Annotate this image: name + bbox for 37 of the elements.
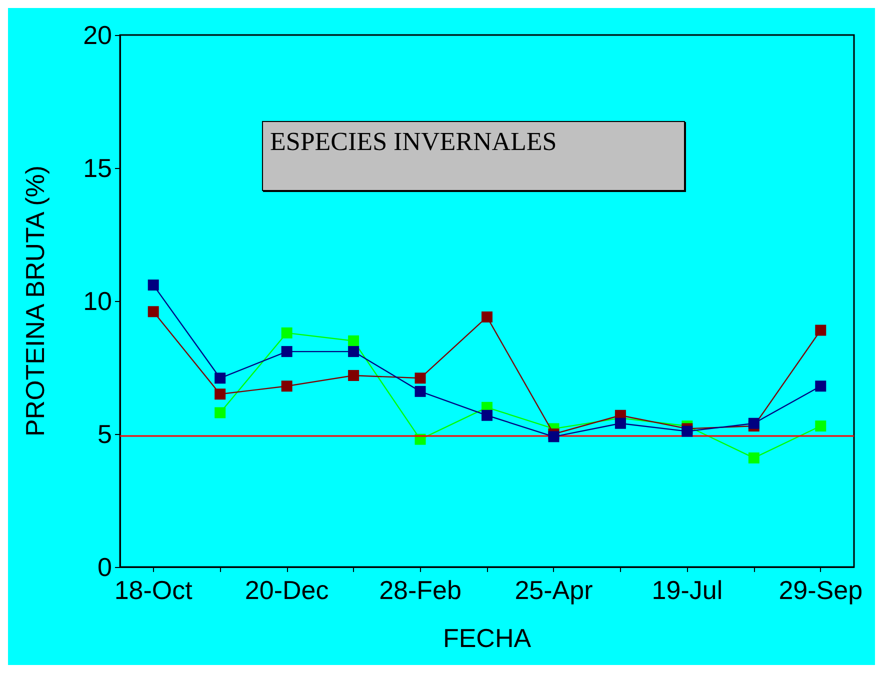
x-tick-label: 25-Apr [514,575,594,605]
point [348,335,360,346]
x-axis-title: FECHA [442,623,532,653]
x-tick-label: 20-Dec [244,575,329,605]
y-tick-label: 15 [83,153,112,183]
point [748,418,760,429]
point [281,327,292,338]
point [815,380,826,392]
point [148,306,159,318]
point [348,370,360,381]
x-tick-label: 18-Oct [114,575,194,605]
y-tick-label: 0 [98,552,112,582]
point [214,388,226,400]
point [815,324,826,336]
point [682,426,693,437]
x-tick-label: 19-Jul [652,575,723,605]
annotation: ESPECIES INVERNALES [270,127,557,157]
point [281,380,292,392]
point [214,407,226,418]
point [348,346,360,358]
point [482,311,492,322]
point [482,410,492,421]
point [748,452,760,464]
point [548,431,560,442]
point [414,386,426,397]
y-tick-label: 20 [83,20,112,50]
point [815,420,826,432]
point [281,346,292,358]
y-tick-label: 10 [83,286,112,316]
x-tick-label: 29-Sep [778,575,863,605]
point [614,418,626,429]
point [214,372,226,384]
y-tick-label: 5 [98,419,112,449]
y-axis-title: PROTEINA BRUTA (%) [20,165,50,437]
x-tick-label: 28-Feb [379,575,462,605]
point [414,372,426,384]
point [148,280,159,291]
